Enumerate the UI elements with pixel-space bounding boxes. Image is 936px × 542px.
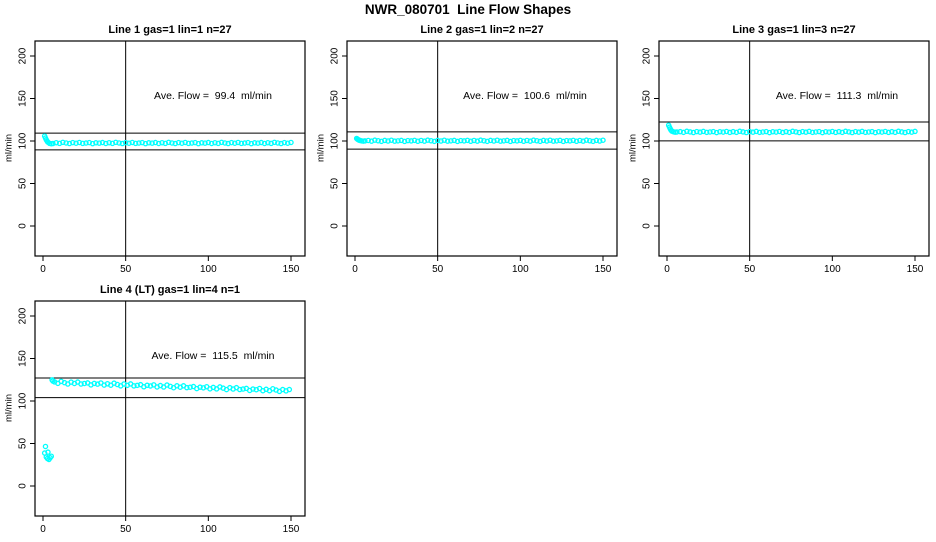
svg-text:50: 50	[120, 524, 132, 535]
svg-text:50: 50	[18, 178, 29, 190]
svg-text:0: 0	[642, 223, 653, 229]
svg-text:100: 100	[200, 264, 217, 275]
svg-text:200: 200	[330, 47, 341, 64]
svg-text:50: 50	[120, 264, 132, 275]
plot-canvas-line-1: 0 50 100 150 0 50 100 150 200 ml/min	[4, 40, 306, 275]
panel-line-3: Line 3 gas=1 lin=3 n=27 Ave. Flow = 111.…	[624, 20, 936, 282]
svg-text:150: 150	[18, 90, 29, 107]
svg-text:50: 50	[432, 264, 444, 275]
svg-text:0: 0	[18, 483, 29, 489]
svg-text:100: 100	[642, 132, 653, 149]
svg-text:0: 0	[40, 264, 46, 275]
svg-text:ml/min: ml/min	[4, 394, 15, 422]
plot-canvas-line-3: 0 50 100 150 0 50 100 150 200 ml/min	[628, 40, 930, 275]
svg-text:150: 150	[283, 264, 300, 275]
svg-text:0: 0	[330, 223, 341, 229]
svg-text:50: 50	[330, 178, 341, 190]
svg-text:150: 150	[330, 90, 341, 107]
panel-line-2: Line 2 gas=1 lin=2 n=27 Ave. Flow = 100.…	[312, 20, 624, 282]
svg-text:150: 150	[595, 264, 612, 275]
svg-text:150: 150	[642, 90, 653, 107]
svg-text:200: 200	[18, 307, 29, 324]
svg-text:100: 100	[18, 392, 29, 409]
ave-flow-annotation: Ave. Flow = 111.3 ml/min	[775, 90, 899, 102]
panel-line-4: Line 4 (LT) gas=1 lin=4 n=1 Ave. Flow = …	[0, 280, 312, 542]
svg-text:0: 0	[664, 264, 670, 275]
svg-text:100: 100	[512, 264, 529, 275]
panel-title: Line 2 gas=1 lin=2 n=27	[420, 24, 544, 36]
svg-text:0: 0	[40, 524, 46, 535]
ave-flow-annotation: Ave. Flow = 115.5 ml/min	[151, 350, 275, 362]
svg-text:0: 0	[18, 223, 29, 229]
svg-text:50: 50	[744, 264, 756, 275]
svg-text:100: 100	[330, 132, 341, 149]
svg-text:200: 200	[642, 47, 653, 64]
ave-flow-annotation: Ave. Flow = 100.6 ml/min	[463, 90, 587, 102]
svg-text:ml/min: ml/min	[316, 134, 327, 162]
ave-flow-annotation: Ave. Flow = 99.4 ml/min	[154, 90, 272, 102]
page-title: NWR_080701 Line Flow Shapes	[364, 2, 572, 17]
svg-text:150: 150	[18, 350, 29, 367]
panel-line-1: Line 1 gas=1 lin=1 n=27 Ave. Flow = 99.4…	[0, 20, 312, 282]
svg-text:0: 0	[352, 264, 358, 275]
svg-text:50: 50	[18, 438, 29, 450]
panel-title: Line 1 gas=1 lin=1 n=27	[108, 24, 232, 36]
panel-title: Line 3 gas=1 lin=3 n=27	[732, 24, 856, 36]
panel-title: Line 4 (LT) gas=1 lin=4 n=1	[99, 284, 241, 296]
plot-canvas-line-2: 0 50 100 150 0 50 100 150 200 ml/min	[316, 40, 618, 275]
svg-text:50: 50	[642, 178, 653, 190]
svg-text:100: 100	[200, 524, 217, 535]
plot-canvas-line-4: 0 50 100 150 0 50 100 150 200 ml/min	[4, 300, 306, 535]
svg-text:100: 100	[824, 264, 841, 275]
svg-text:200: 200	[18, 47, 29, 64]
svg-text:100: 100	[18, 132, 29, 149]
svg-text:150: 150	[283, 524, 300, 535]
svg-text:150: 150	[907, 264, 924, 275]
svg-text:ml/min: ml/min	[4, 134, 15, 162]
svg-text:ml/min: ml/min	[628, 134, 639, 162]
